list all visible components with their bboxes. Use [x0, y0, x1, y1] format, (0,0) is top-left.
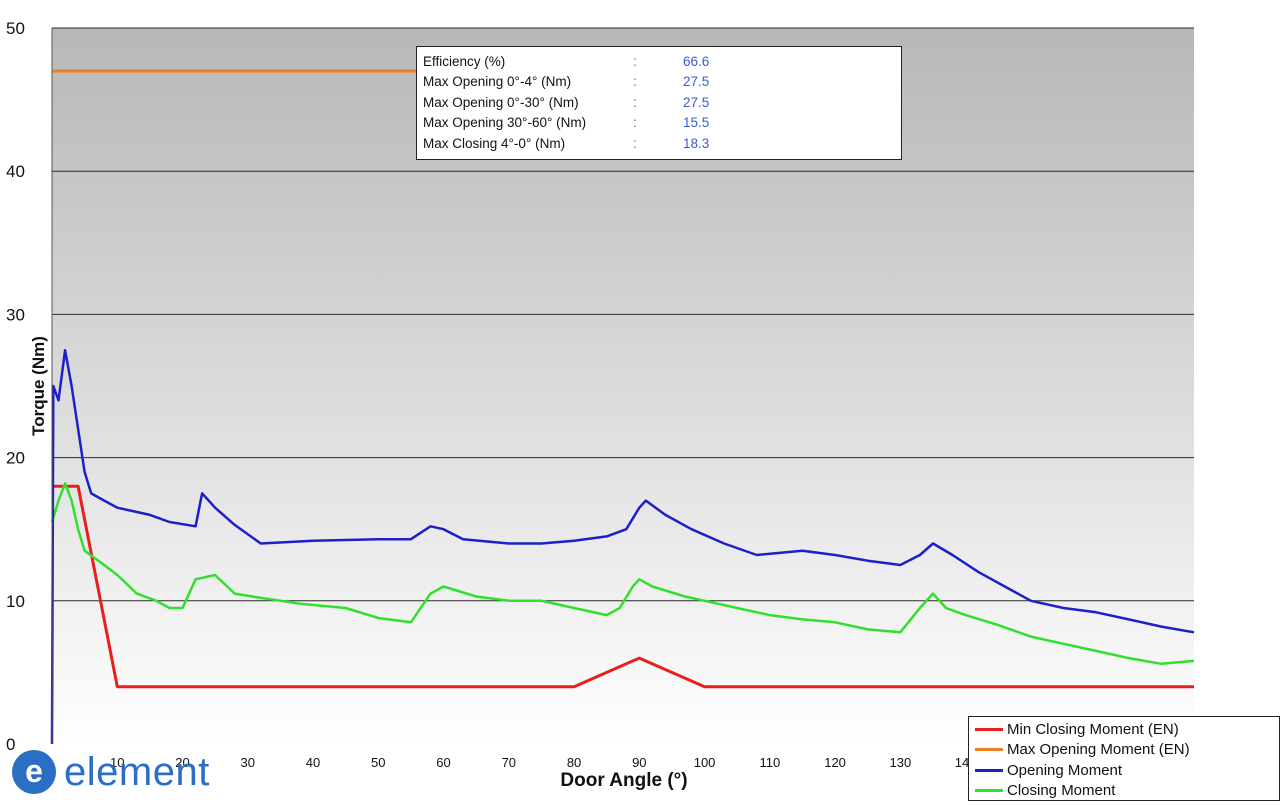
x-tick-label: 130	[889, 755, 911, 770]
x-axis-label: Door Angle (°)	[560, 770, 687, 791]
legend-label: Max Opening Moment (EN)	[1007, 741, 1190, 759]
y-tick-label: 20	[6, 449, 25, 468]
x-tick-label: 60	[436, 755, 450, 770]
legend-label: Min Closing Moment (EN)	[1007, 720, 1179, 738]
stats-value: 27.5	[683, 94, 710, 110]
stats-box: Efficiency (%) : 66.6 Max Opening 0°-4° …	[416, 46, 902, 160]
legend-item: Opening Moment	[975, 760, 1273, 781]
x-tick-label: 110	[759, 755, 780, 770]
legend-item: Max Opening Moment (EN)	[975, 740, 1273, 761]
min-closing-moment-line	[52, 484, 1194, 689]
stats-separator: :	[633, 74, 637, 90]
x-tick-label: 100	[694, 755, 716, 770]
x-tick-label: 80	[567, 755, 581, 770]
stats-separator: :	[633, 115, 637, 131]
x-tick-label: 20	[175, 755, 189, 770]
x-tick-label: 70	[502, 755, 516, 770]
series-layer	[50, 69, 1195, 745]
element-logo-icon: e	[12, 750, 56, 794]
stats-label: Max Opening 30°-60° (Nm)	[423, 115, 587, 131]
legend-swatch	[975, 727, 1003, 731]
stats-row: Efficiency (%) : 66.6	[423, 51, 895, 72]
closing-moment-line	[50, 482, 1195, 666]
stats-label: Max Closing 4°-0° (Nm)	[423, 135, 566, 151]
x-tick-label: 50	[371, 755, 385, 770]
stats-separator: :	[633, 94, 637, 110]
stats-row: Max Opening 0°-4° (Nm) : 27.5	[423, 72, 895, 93]
x-tick-label: 10	[110, 755, 124, 770]
stats-row: Max Closing 4°-0° (Nm) : 18.3	[423, 133, 895, 154]
svg-text:e: e	[25, 753, 43, 789]
stats-label: Max Opening 0°-4° (Nm)	[423, 74, 572, 90]
x-tick-label: 120	[824, 755, 846, 770]
stats-value: 66.6	[683, 53, 710, 69]
legend-swatch	[975, 789, 1003, 793]
stats-separator: :	[633, 53, 637, 69]
y-tick-label: 50	[6, 19, 25, 38]
y-tick-label: 0	[6, 735, 15, 754]
legend-label: Closing Moment	[1007, 782, 1116, 800]
x-tick-label: 90	[632, 755, 646, 770]
y-axis-label: Torque (Nm)	[29, 336, 48, 436]
y-ticks: 0 10 20 30 40 50	[6, 19, 25, 754]
y-tick-label: 30	[6, 305, 25, 324]
opening-moment-line	[50, 348, 1195, 745]
legend-label: Opening Moment	[1007, 761, 1123, 779]
stats-value: 15.5	[683, 115, 710, 131]
x-tick-label: 40	[306, 755, 320, 770]
stats-separator: :	[633, 135, 637, 151]
y-tick-label: 40	[6, 162, 25, 181]
stats-label: Efficiency (%)	[423, 53, 506, 69]
x-tick-label: 30	[241, 755, 255, 770]
element-logo: e element	[10, 746, 210, 798]
y-tick-label: 10	[6, 592, 25, 611]
legend: Min Closing Moment (EN) Max Opening Mome…	[968, 716, 1280, 801]
stats-label: Max Opening 0°-30° (Nm)	[423, 94, 579, 110]
legend-item: Min Closing Moment (EN)	[975, 719, 1273, 740]
stats-row: Max Opening 0°-30° (Nm) : 27.5	[423, 92, 895, 113]
stats-value: 27.5	[683, 74, 710, 90]
stats-row: Max Opening 30°-60° (Nm) : 15.5	[423, 113, 895, 134]
gridlines	[52, 27, 1194, 602]
stats-value: 18.3	[683, 135, 710, 151]
legend-item: Closing Moment	[975, 781, 1273, 802]
legend-swatch	[975, 748, 1003, 752]
element-logo-text: element	[64, 749, 210, 794]
legend-swatch	[975, 768, 1003, 772]
